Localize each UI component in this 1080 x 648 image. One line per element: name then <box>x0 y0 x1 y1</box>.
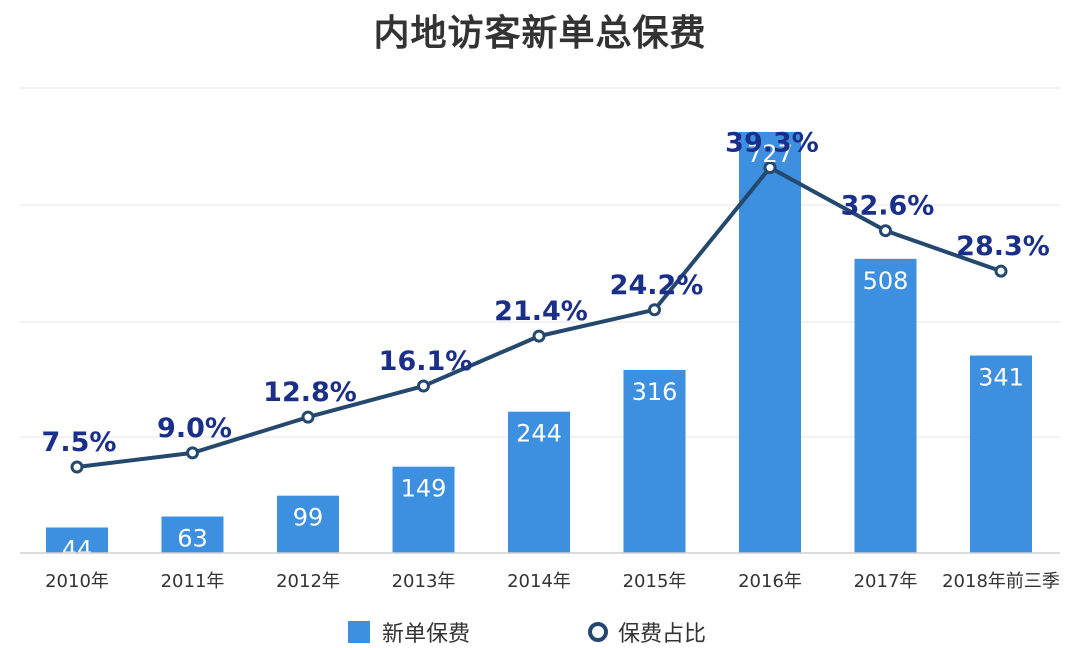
line-value-label: 28.3% <box>956 231 1050 262</box>
line-value-label: 16.1% <box>379 346 473 377</box>
legend-bar-swatch <box>348 621 370 643</box>
x-tick-label: 2015年 <box>623 571 687 592</box>
x-tick-label: 2016年 <box>738 571 802 592</box>
line-point <box>879 224 892 238</box>
x-tick-label: 2010年 <box>45 571 109 592</box>
line-point <box>994 264 1008 278</box>
line-point <box>301 410 315 424</box>
line-point <box>417 379 430 393</box>
line-point <box>70 460 84 474</box>
line-value-label: 32.6% <box>841 191 935 222</box>
bar-value-label: 508 <box>863 267 909 295</box>
bar-value-label: 316 <box>632 378 678 406</box>
legend: 新单保费 保费占比 <box>0 616 1080 648</box>
bar-value-label: 99 <box>293 504 324 532</box>
line-point <box>532 329 546 343</box>
legend-line-marker <box>588 622 608 642</box>
bar-value-label: 727 <box>747 140 793 168</box>
line-value-label: 9.0% <box>157 413 232 444</box>
chart-title: 内地访客新单总保费 <box>373 13 707 54</box>
bar <box>854 258 917 553</box>
bar-value-label: 341 <box>978 364 1024 392</box>
bar-series <box>46 132 1032 553</box>
x-tick-label: 2017年 <box>854 571 918 592</box>
line-value-label: 12.8% <box>263 377 357 408</box>
line-value-label: 39.3% <box>725 128 819 159</box>
bar-value-label: 44 <box>62 536 93 564</box>
bar <box>161 516 224 553</box>
bar <box>46 527 108 553</box>
bar <box>623 370 686 553</box>
line-value-label: 21.4% <box>494 296 588 327</box>
bar-value-label: 244 <box>516 420 562 448</box>
legend-item-line: 保费占比 <box>588 616 706 648</box>
bar <box>277 495 339 553</box>
line-point <box>763 161 777 175</box>
line-value-label: 7.5% <box>42 427 117 458</box>
legend-line-label: 保费占比 <box>618 622 707 647</box>
line-point <box>186 446 199 460</box>
legend-bar-label: 新单保费 <box>382 622 471 647</box>
x-axis: 2010年 2011年 2012年 2013年 2014年 2015年 2016年 2017年… <box>20 552 1060 592</box>
x-tick-label: 2018年前三季 <box>942 571 1060 592</box>
x-tick-label: 2011年 <box>161 571 225 592</box>
bar <box>392 466 455 553</box>
x-tick-label: 2012年 <box>276 571 340 592</box>
line-value-label: 24.2% <box>610 270 704 301</box>
bar <box>970 355 1032 553</box>
legend-item-bar: 新单保费 <box>348 616 470 648</box>
x-tick-label: 2014年 <box>507 571 571 592</box>
bar <box>739 132 801 553</box>
bar <box>508 411 570 553</box>
line-series <box>70 161 1008 474</box>
bar-value-label: 149 <box>401 475 447 503</box>
line-point <box>648 303 661 317</box>
x-tick-label: 2013年 <box>392 571 456 592</box>
data-labels: 44 63 99 149 244 316 727 508 341 7.5% 9.0% 12.8% 16.… <box>42 128 1050 564</box>
bar-value-label: 63 <box>177 525 208 553</box>
